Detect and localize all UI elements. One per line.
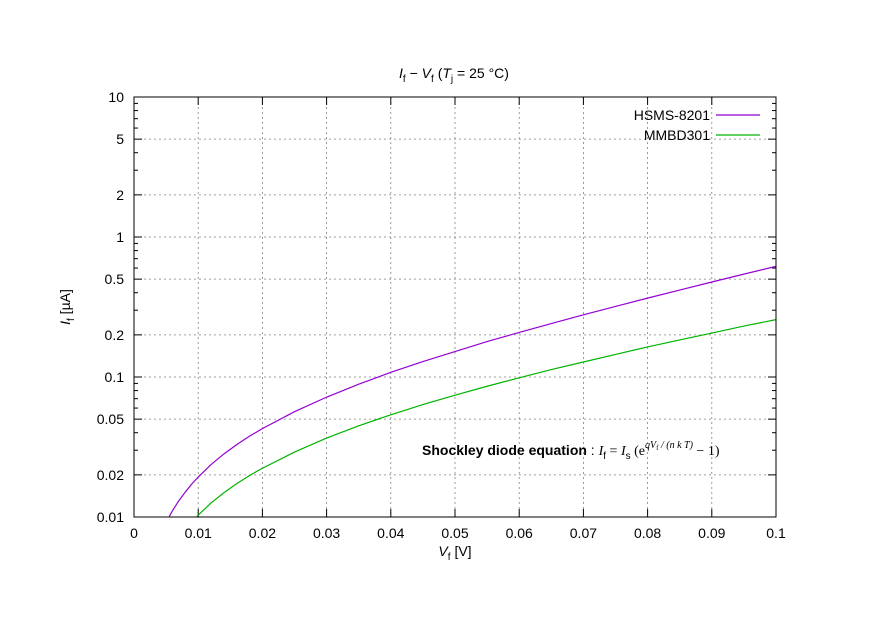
series-lines bbox=[168, 265, 777, 517]
x-tick-label: 0.02 bbox=[249, 525, 276, 541]
y-axis-label: If [µA] bbox=[57, 289, 77, 325]
chart-title: If − Vf (Tj = 25 °C) bbox=[399, 65, 509, 85]
x-tick-label: 0.05 bbox=[441, 525, 468, 541]
y-tick-label: 2 bbox=[116, 187, 124, 203]
x-tick-label: 0.01 bbox=[185, 525, 212, 541]
plot-frame bbox=[133, 96, 777, 518]
y-tick-label: 0.2 bbox=[105, 327, 125, 343]
y-tick-label: 5 bbox=[116, 131, 124, 147]
y-tick-label: 0.02 bbox=[97, 467, 124, 483]
x-tick-label: 0.03 bbox=[313, 525, 340, 541]
y-tick-label: 0.1 bbox=[105, 369, 125, 385]
x-tick-label: 0.06 bbox=[506, 525, 533, 541]
x-tick-label: 0.09 bbox=[698, 525, 725, 541]
x-axis-label: Vf [V] bbox=[438, 543, 471, 563]
y-tick-label: 1 bbox=[116, 229, 124, 245]
x-tick-label: 0.04 bbox=[377, 525, 404, 541]
grid bbox=[134, 97, 776, 517]
x-tick-label: 0.07 bbox=[570, 525, 597, 541]
x-tick-label: 0.1 bbox=[766, 525, 786, 541]
y-tick-label: 0.01 bbox=[97, 509, 124, 525]
x-axis-ticks: 0 0.01 0.02 0.03 0.04 0.05 0.06 0.07 0.08 0.09 0.1 bbox=[130, 97, 786, 541]
series-line-hsms-8201 bbox=[168, 265, 777, 517]
y-axis-ticks: 0.01 0.02 0.05 0.1 0.2 0.5 1 2 5 10 bbox=[97, 89, 776, 525]
y-tick-label: 10 bbox=[108, 89, 124, 105]
y-tick-label: 0.5 bbox=[105, 271, 125, 287]
shockley-annotation: Shockley diode equation : If = Is (eqVf … bbox=[422, 440, 720, 462]
series-line-mmbd301 bbox=[196, 319, 777, 517]
legend: HSMS-8201 MMBD301 bbox=[634, 107, 760, 143]
x-tick-label: 0.08 bbox=[634, 525, 661, 541]
legend-label-hsms-8201: HSMS-8201 bbox=[634, 107, 710, 123]
legend-label-mmbd301: MMBD301 bbox=[644, 127, 710, 143]
x-tick-label: 0 bbox=[130, 525, 138, 541]
y-tick-label: 0.05 bbox=[97, 411, 124, 427]
